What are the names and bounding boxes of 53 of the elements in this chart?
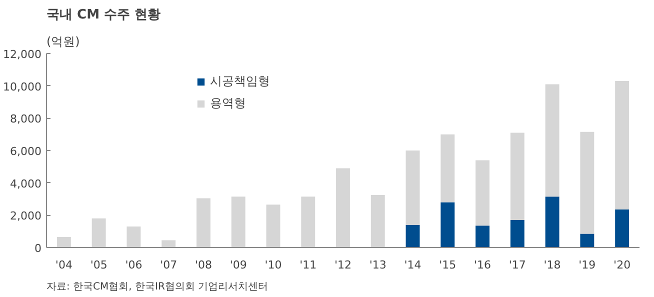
- x-tick-label: '06: [125, 258, 142, 272]
- x-tick-label: '19: [578, 258, 596, 272]
- x-tick-label: '04: [55, 258, 72, 272]
- bar: [301, 196, 316, 248]
- bar: [266, 204, 280, 248]
- bar: [580, 132, 594, 234]
- x-tick-label: '14: [404, 258, 422, 272]
- bar: [92, 218, 106, 248]
- y-tick-label: 12,000: [3, 48, 42, 61]
- bar: [615, 80, 630, 210]
- x-tick-label: '18: [544, 258, 561, 272]
- bar: [580, 234, 594, 248]
- y-tick-label: 4,000: [10, 177, 42, 190]
- bar: [440, 134, 455, 202]
- bar: [336, 168, 350, 248]
- bar: [56, 236, 71, 248]
- bar: [231, 196, 246, 248]
- x-tick-label: '08: [194, 258, 212, 272]
- legend-label: 시공책임형: [210, 72, 271, 90]
- legend-label: 용역형: [210, 94, 247, 112]
- x-tick-label: '10: [264, 258, 282, 272]
- x-tick-label: '17: [508, 258, 526, 272]
- bar: [510, 132, 524, 220]
- bar: [545, 196, 560, 248]
- text: 자료: 한국CM협회, 한국IR협의회 기업리서치센터: [46, 282, 268, 292]
- bar: [406, 224, 420, 248]
- x-tick-label: '20: [614, 258, 631, 272]
- bar: [126, 226, 141, 248]
- y-tick-label: 6,000: [10, 145, 42, 158]
- bar: [615, 210, 630, 248]
- y-tick-label: 2,000: [10, 210, 42, 223]
- bar: [510, 220, 524, 248]
- x-tick-label: '15: [439, 258, 456, 272]
- y-tick-label: 0: [34, 242, 42, 255]
- bar: [545, 84, 560, 197]
- bar: [196, 198, 210, 248]
- x-tick-label: '07: [160, 258, 178, 272]
- x-tick-label: '12: [334, 258, 352, 272]
- bar: [406, 150, 420, 225]
- bar: [162, 240, 176, 248]
- x-tick-label: '05: [90, 258, 108, 272]
- bar: [440, 202, 455, 248]
- bar: [476, 160, 490, 226]
- chart-title: 국내 CM 수주 현황: [46, 8, 161, 22]
- bar: [476, 226, 490, 248]
- bar: [370, 194, 385, 248]
- x-tick-label: '09: [230, 258, 247, 272]
- y-tick-label: 10,000: [3, 80, 42, 94]
- y-tick-label: 8,000: [10, 112, 42, 126]
- x-tick-label: '11: [300, 258, 317, 272]
- y-axis-title: (억원): [46, 34, 80, 48]
- x-tick-label: '13: [369, 258, 386, 272]
- x-tick-label: '16: [474, 258, 492, 272]
